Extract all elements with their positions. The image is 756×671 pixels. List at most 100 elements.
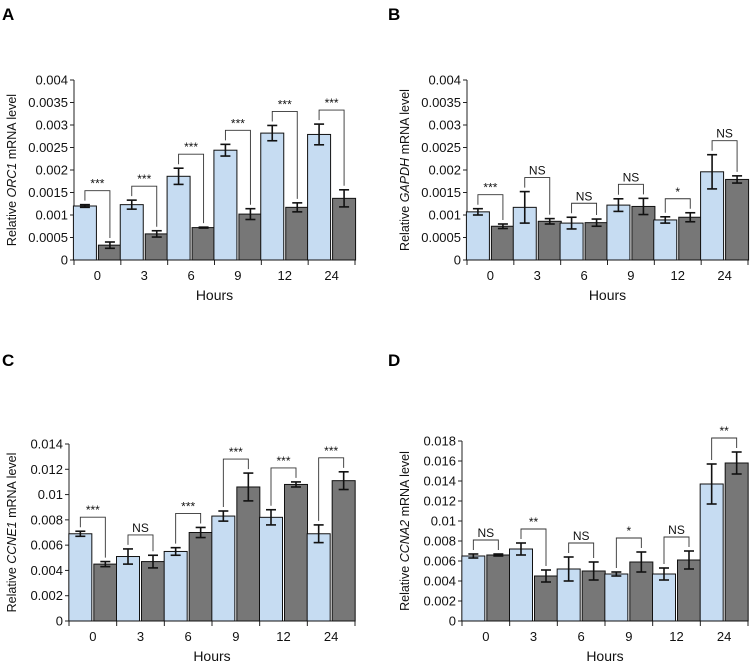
x-tick-label: 9	[625, 629, 632, 644]
significance-label: ***	[86, 503, 100, 517]
panel-label: C	[2, 351, 14, 370]
y-tick-label: 0.018	[423, 434, 456, 449]
x-tick-label: 3	[141, 268, 148, 283]
bar-treated	[141, 561, 165, 622]
y-tick-label: 0.006	[423, 554, 456, 569]
y-axis-title-prefix: Relative	[398, 562, 412, 611]
bar-control	[652, 573, 676, 622]
significance-bracket	[84, 190, 111, 238]
significance-bracket	[270, 467, 297, 506]
y-tick-label: 0.0005	[28, 230, 68, 245]
bar-treated	[238, 213, 263, 261]
bar-control	[166, 175, 191, 261]
panel-a: A 0 0.0005 0.001 0.0015 0.002 0.0025 0.003 0.003…	[2, 5, 357, 303]
y-axis-title-suffix: mRNA level	[398, 451, 412, 520]
y-tick-label: 0.0035	[421, 95, 461, 110]
panel-c: C 0 0.002 0.004 0.006 0.008 0.01 0.012 0.014 0 ***…	[2, 351, 356, 664]
significance-label: ***	[324, 444, 338, 458]
significance-bracket	[271, 110, 298, 199]
significance-bracket	[663, 536, 690, 564]
y-tick-label: 0.008	[30, 512, 63, 527]
bar-control	[306, 533, 331, 622]
x-axis-title: Hours	[586, 648, 623, 664]
significance-label: ***	[483, 181, 497, 195]
bar-control	[259, 516, 283, 622]
y-tick-label: 0.004	[423, 574, 456, 589]
y-tick-label: 0.0015	[28, 185, 68, 200]
bar-control	[260, 132, 285, 261]
x-tick-label: 6	[578, 629, 585, 644]
bar-control	[211, 515, 236, 622]
y-tick-label: 0.0025	[421, 140, 461, 155]
x-tick-label: 24	[324, 268, 338, 283]
significance-label: ***	[229, 445, 243, 459]
bar-treated	[188, 532, 213, 622]
y-axis-title-suffix: mRNA level	[5, 94, 19, 163]
bar-treated	[724, 462, 749, 622]
significance-bracket	[175, 512, 202, 544]
significance-label: **	[719, 424, 729, 438]
y-axis-title-prefix: Relative	[5, 564, 19, 613]
significance-label: ***	[231, 116, 245, 130]
significance-bracket	[711, 437, 738, 460]
bar-control	[606, 204, 631, 261]
significance-label: NS	[623, 170, 640, 184]
significance-bracket	[79, 516, 106, 558]
bar-control	[68, 533, 93, 622]
y-tick-label: 0.002	[423, 594, 456, 609]
bar-treated	[490, 225, 515, 261]
significance-label: ***	[325, 96, 339, 110]
significance-label: NS	[576, 189, 593, 203]
bar-control	[119, 204, 144, 261]
bar-control	[604, 573, 629, 622]
y-tick-label: 0.006	[30, 538, 63, 553]
significance-bracket	[520, 528, 547, 566]
significance-bracket	[617, 183, 644, 195]
significance-bracket	[224, 129, 251, 205]
y-tick-label: 0	[56, 614, 63, 629]
significance-label: *	[626, 524, 631, 538]
y-tick-label: 0.002	[30, 588, 63, 603]
y-tick-label: 0.0035	[28, 95, 68, 110]
bar-treated	[537, 220, 562, 261]
bar-control	[163, 550, 188, 622]
x-tick-label: 24	[717, 629, 731, 644]
y-axis-title: Relative CCNA2 mRNA level	[398, 451, 412, 611]
y-tick-label: 0	[454, 253, 461, 268]
y-axis-title-gene: GAPDH	[398, 157, 412, 202]
x-tick-label: 6	[187, 268, 194, 283]
x-tick-label: 9	[627, 268, 634, 283]
significance-bracket	[711, 140, 738, 172]
y-tick-label: 0.001	[35, 208, 68, 223]
x-tick-label: 12	[671, 268, 685, 283]
x-tick-label: 0	[94, 268, 101, 283]
y-tick-label: 0.004	[35, 73, 68, 88]
x-tick-label: 12	[276, 629, 290, 644]
panel-label: B	[388, 5, 400, 24]
y-tick-label: 0.012	[423, 494, 456, 509]
y-tick-label: 0.0005	[421, 230, 461, 245]
y-tick-label: 0.014	[423, 474, 456, 489]
significance-label: **	[529, 515, 539, 529]
bar-treated	[284, 483, 308, 622]
bar-control	[307, 133, 332, 261]
y-tick-label: 0.004	[428, 73, 461, 88]
significance-label: NS	[529, 164, 546, 178]
significance-label: ***	[181, 499, 195, 513]
y-tick-label: 0.001	[428, 208, 461, 223]
significance-bracket	[664, 198, 691, 213]
significance-label: *	[675, 185, 680, 199]
y-tick-label: 0.002	[428, 163, 461, 178]
bar-treated	[725, 178, 750, 261]
significance-bracket	[472, 539, 499, 550]
x-tick-label: 12	[278, 268, 292, 283]
y-tick-label: 0.01	[431, 514, 456, 529]
significance-bracket	[222, 458, 249, 508]
bar-control	[72, 205, 97, 261]
panel-label: D	[388, 351, 400, 370]
significance-bracket	[178, 153, 205, 224]
bar-treated	[584, 222, 609, 261]
significance-bracket	[318, 457, 345, 521]
x-tick-label: 3	[534, 268, 541, 283]
x-tick-label: 9	[234, 268, 241, 283]
